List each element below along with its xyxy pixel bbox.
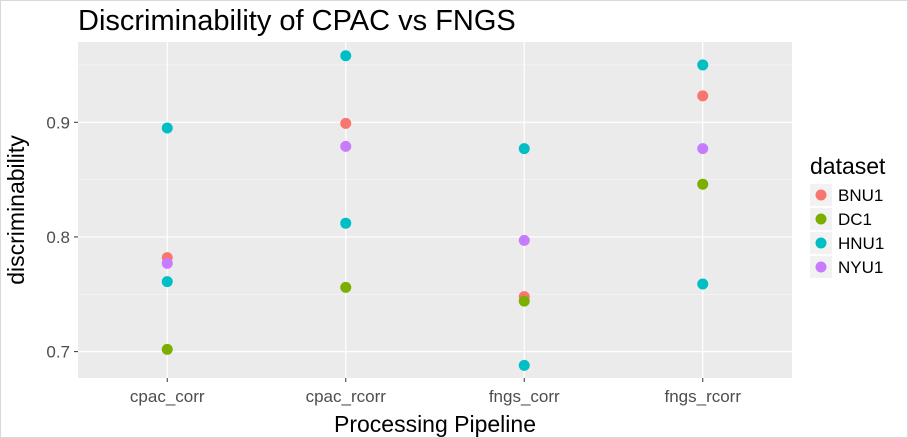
legend-label-dc1: DC1	[838, 210, 872, 229]
data-point-bnu1	[697, 90, 709, 102]
chart-title: Discriminability of CPAC vs FNGS	[78, 5, 516, 37]
data-point-dc1	[340, 281, 352, 293]
data-point-hnu1	[697, 59, 709, 71]
data-point-hnu1	[697, 278, 709, 290]
data-point-hnu1	[518, 143, 530, 155]
legend-marker-bnu1	[815, 189, 827, 201]
data-point-nyu1	[697, 143, 709, 155]
y-tick-label: 0.8	[46, 228, 70, 247]
x-axis-title: Processing Pipeline	[334, 411, 536, 437]
data-point-hnu1	[518, 359, 530, 371]
legend-label-hnu1: HNU1	[838, 234, 884, 253]
legend-title: dataset	[810, 153, 886, 179]
x-tick-label: cpac_corr	[130, 387, 205, 406]
data-point-bnu1	[340, 117, 352, 129]
y-tick-label: 0.7	[46, 343, 70, 362]
legend-label-nyu1: NYU1	[838, 258, 883, 277]
legend-label-bnu1: BNU1	[838, 186, 883, 205]
plot-panel	[78, 42, 792, 378]
data-point-dc1	[161, 343, 173, 355]
x-tick-label: fngs_corr	[489, 387, 560, 406]
y-axis-title: discriminability	[3, 135, 29, 285]
data-point-dc1	[697, 178, 709, 190]
x-tick-label: fngs_rcorr	[664, 387, 741, 406]
data-point-nyu1	[518, 234, 530, 246]
legend-marker-nyu1	[815, 261, 827, 273]
legend-marker-hnu1	[815, 237, 827, 249]
data-point-nyu1	[340, 140, 352, 152]
data-point-hnu1	[340, 217, 352, 229]
y-tick-label: 0.9	[46, 113, 70, 132]
data-point-hnu1	[161, 122, 173, 134]
data-point-nyu1	[161, 257, 173, 269]
x-tick-label: cpac_rcorr	[306, 387, 387, 406]
legend-marker-dc1	[815, 213, 827, 225]
data-point-hnu1	[340, 50, 352, 62]
data-point-dc1	[518, 295, 530, 307]
data-point-hnu1	[161, 276, 173, 288]
